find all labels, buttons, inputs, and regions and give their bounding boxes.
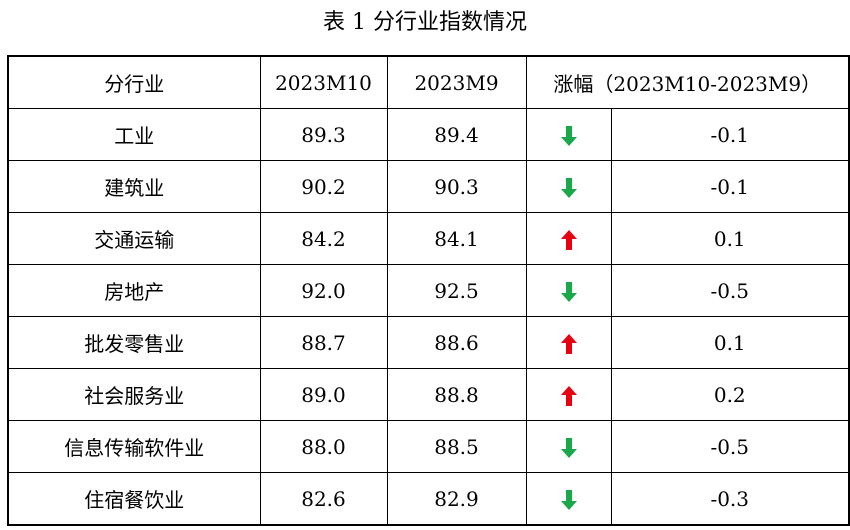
industry-cell: 工业: [7, 108, 261, 161]
header-change: 涨幅（2023M10-2023M9）: [525, 55, 850, 109]
arrow-up-icon: [560, 385, 577, 406]
current-value-cell: 88.0: [259, 420, 388, 473]
table-caption: 表 1 分行业指数情况: [323, 10, 527, 35]
change-value-cell: -0.5: [610, 420, 850, 473]
previous-value-cell: 88.8: [386, 368, 527, 421]
current-value-cell: 90.2: [259, 160, 388, 213]
industry-index-table: 分行业 2023M10 2023M9 涨幅（2023M10-2023M9） 工业…: [7, 55, 850, 526]
current-value-cell: 89.0: [259, 368, 388, 421]
industry-cell: 建筑业: [7, 160, 261, 213]
table-row: 工业 89.3 89.4 -0.1: [7, 108, 850, 161]
change-value-cell: -0.5: [610, 264, 850, 317]
table-row: 住宿餐饮业 82.6 82.9 -0.3: [7, 472, 850, 526]
arrow-down-icon: [560, 177, 577, 198]
header-previous: 2023M9: [386, 55, 527, 109]
change-value-cell: -0.1: [610, 160, 850, 213]
table-row: 批发零售业 88.7 88.6 0.1: [7, 316, 850, 369]
current-value-cell: 89.3: [259, 108, 388, 161]
previous-value-cell: 88.6: [386, 316, 527, 369]
change-value-cell: 0.2: [610, 368, 850, 421]
current-value-cell: 88.7: [259, 316, 388, 369]
previous-value-cell: 82.9: [386, 472, 527, 526]
change-value-cell: 0.1: [610, 316, 850, 369]
change-value-cell: -0.1: [610, 108, 850, 161]
industry-cell: 住宿餐饮业: [7, 472, 261, 526]
industry-cell: 房地产: [7, 264, 261, 317]
table-row: 房地产 92.0 92.5 -0.5: [7, 264, 850, 317]
table-row: 建筑业 90.2 90.3 -0.1: [7, 160, 850, 213]
trend-cell: [525, 160, 612, 213]
header-industry: 分行业: [7, 55, 261, 109]
trend-cell: [525, 368, 612, 421]
current-value-cell: 84.2: [259, 212, 388, 265]
current-value-cell: 92.0: [259, 264, 388, 317]
industry-cell: 社会服务业: [7, 368, 261, 421]
trend-cell: [525, 420, 612, 473]
industry-cell: 批发零售业: [7, 316, 261, 369]
trend-cell: [525, 264, 612, 317]
industry-cell: 信息传输软件业: [7, 420, 261, 473]
trend-cell: [525, 212, 612, 265]
previous-value-cell: 89.4: [386, 108, 527, 161]
header-current: 2023M10: [259, 55, 388, 109]
trend-cell: [525, 316, 612, 369]
arrow-up-icon: [560, 333, 577, 354]
trend-cell: [525, 108, 612, 161]
change-value-cell: -0.3: [610, 472, 850, 526]
table-row: 社会服务业 89.0 88.8 0.2: [7, 368, 850, 421]
arrow-down-icon: [560, 489, 577, 510]
arrow-up-icon: [560, 229, 577, 250]
arrow-down-icon: [560, 437, 577, 458]
table-row: 信息传输软件业 88.0 88.5 -0.5: [7, 420, 850, 473]
industry-cell: 交通运输: [7, 212, 261, 265]
current-value-cell: 82.6: [259, 472, 388, 526]
previous-value-cell: 84.1: [386, 212, 527, 265]
arrow-down-icon: [560, 281, 577, 302]
previous-value-cell: 88.5: [386, 420, 527, 473]
trend-cell: [525, 472, 612, 526]
arrow-down-icon: [560, 125, 577, 146]
previous-value-cell: 92.5: [386, 264, 527, 317]
table-header-row: 分行业 2023M10 2023M9 涨幅（2023M10-2023M9）: [7, 55, 850, 109]
table-row: 交通运输 84.2 84.1 0.1: [7, 212, 850, 265]
previous-value-cell: 90.3: [386, 160, 527, 213]
change-value-cell: 0.1: [610, 212, 850, 265]
